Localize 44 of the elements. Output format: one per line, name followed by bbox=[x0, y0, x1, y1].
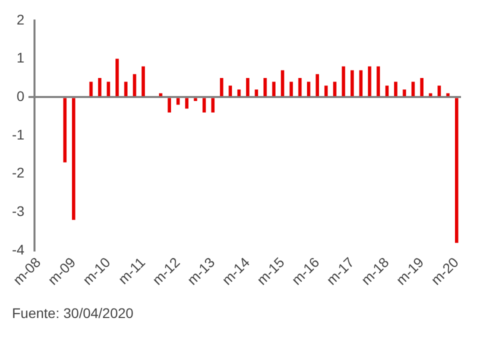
bar bbox=[185, 98, 188, 109]
source-note: Fuente: 30/04/2020 bbox=[12, 305, 134, 321]
bar bbox=[394, 82, 398, 96]
bar bbox=[333, 82, 336, 96]
bar bbox=[63, 98, 67, 162]
bar bbox=[350, 70, 354, 96]
bar bbox=[176, 98, 180, 105]
bar bbox=[359, 70, 363, 96]
bar bbox=[228, 86, 232, 96]
bar bbox=[263, 78, 267, 96]
y-tick-label: -2 bbox=[12, 164, 25, 181]
bar bbox=[290, 82, 293, 96]
bar bbox=[420, 78, 424, 96]
bar bbox=[246, 78, 250, 96]
bar bbox=[72, 98, 76, 220]
bar bbox=[272, 82, 276, 96]
bar bbox=[142, 66, 145, 96]
bar bbox=[385, 86, 389, 96]
y-tick-label: -1 bbox=[12, 126, 25, 142]
bar bbox=[307, 82, 310, 96]
bar bbox=[376, 66, 380, 96]
bar bbox=[316, 74, 320, 96]
y-tick-label: 1 bbox=[16, 50, 25, 66]
bar bbox=[411, 82, 415, 96]
bar bbox=[211, 98, 215, 112]
bar bbox=[159, 93, 162, 96]
bar bbox=[324, 86, 328, 96]
y-tick-label: 0 bbox=[16, 88, 25, 104]
bar bbox=[202, 98, 206, 112]
bar bbox=[454, 98, 458, 243]
bar bbox=[115, 58, 119, 96]
bar bbox=[368, 66, 372, 96]
bar bbox=[298, 78, 302, 96]
bar bbox=[124, 82, 128, 96]
bar bbox=[132, 74, 136, 96]
bar bbox=[438, 86, 441, 96]
bar bbox=[220, 78, 224, 96]
y-tick-label: -4 bbox=[12, 241, 25, 258]
bar bbox=[168, 98, 172, 112]
bar bbox=[194, 98, 198, 101]
y-tick-label: -3 bbox=[12, 203, 25, 220]
y-tick-label: 2 bbox=[16, 11, 25, 28]
bar bbox=[342, 66, 346, 96]
bar bbox=[98, 78, 102, 96]
